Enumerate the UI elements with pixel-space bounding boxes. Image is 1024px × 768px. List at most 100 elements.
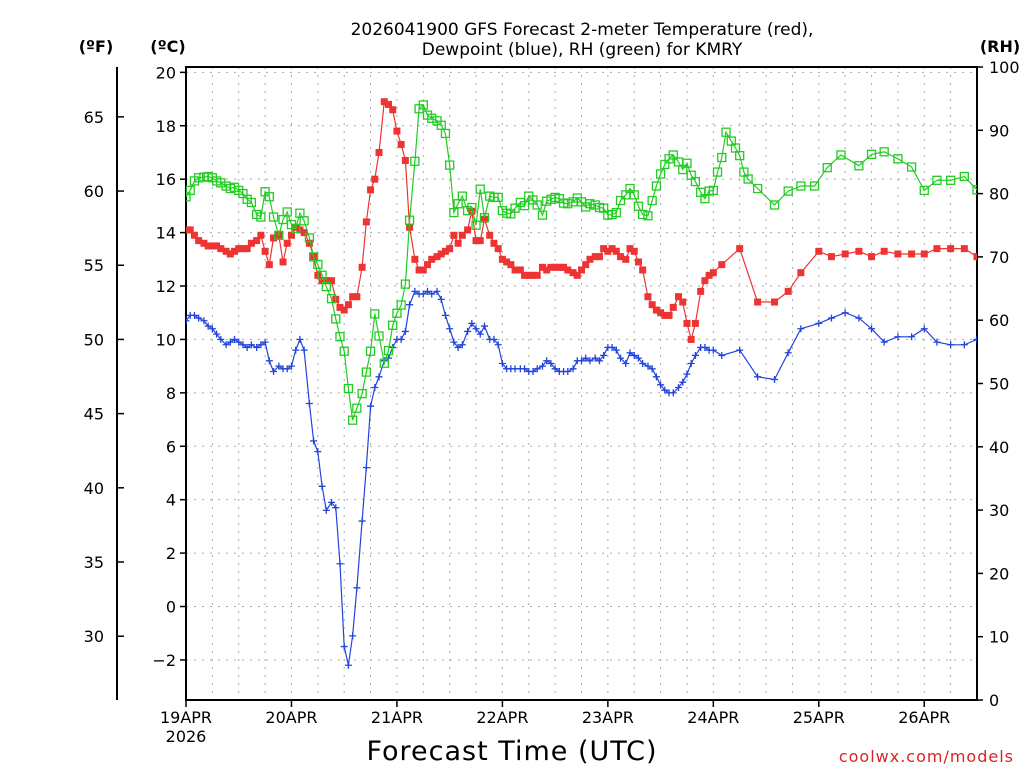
temperature-point [569,269,577,277]
dewpoint-point [344,661,352,669]
rh-point [712,167,723,177]
dewpoint-point [186,317,190,325]
dewpoint-point [310,437,318,445]
dewpoint-point [190,311,198,319]
axes-layer [116,66,978,701]
rh-point [418,100,428,110]
dewpoint-point [771,375,779,383]
rh-tick-label: 0 [989,691,999,710]
temperature-point [582,261,590,269]
dewpoint-point [349,632,357,640]
dewpoint-point [200,317,208,325]
temperature-point [190,231,198,239]
temperature-point [247,239,255,247]
rh-point [304,233,315,243]
temperature-point [270,234,278,242]
chart-title-line2: Dewpoint (blue), RH (green) for KMRY [422,40,743,60]
temperature-point [186,226,194,234]
temperature-point [243,245,251,253]
temperature-point [608,245,616,253]
temperature-point [675,293,683,301]
dewpoint-point [564,367,572,375]
dewpoint-point [235,338,243,346]
credit-link[interactable]: coolwx.com/models [839,747,1014,766]
temperature-point [305,239,313,247]
dewpoint-point [468,319,476,327]
rh-point [510,203,520,213]
dewpoint-point [375,373,383,381]
temperature-point [511,266,519,274]
dewpoint-point [454,343,462,351]
temperature-point [411,255,419,263]
dewpoint-point [428,290,436,298]
rh-point [383,345,394,356]
temperature-point [573,271,581,279]
dewpoint-point [683,370,691,378]
rh-point [647,195,657,206]
temperature-point [300,229,308,237]
dewpoint-point [480,322,488,330]
temperature-point [371,175,379,183]
temperature-point [322,277,330,285]
rh-point [475,184,485,194]
dewpoint-point [754,373,762,381]
rh-point [347,415,358,425]
temperature-point [960,245,968,253]
rh-tick-label: 100 [989,58,1020,77]
temperature-point [340,306,348,314]
temperature-point [626,245,634,253]
temperature-point [683,319,691,327]
dewpoint-point [880,338,888,346]
dewpoint-point [669,389,677,397]
rh-point [445,160,455,170]
rh-point [563,199,573,209]
rh-point [906,162,917,172]
temperature-point [283,239,291,247]
dewpoint-point [441,311,449,319]
fahrenheit-tick-label: 65 [84,108,104,127]
rh-point [879,147,889,157]
dewpoint-point [397,335,405,343]
temperature-point [328,277,336,285]
x-tick-label: 19APR [160,708,212,727]
celsius-tick-label: 18 [156,117,176,136]
rh-point [194,173,204,183]
rh-point [836,150,846,160]
fahrenheit-tick-label: 55 [84,256,104,275]
temperature-point [560,263,568,271]
temperature-point [367,186,375,194]
rh-point [471,220,481,230]
dewpoint-point [217,335,225,343]
rh-point [735,150,745,161]
dewpoint-point [868,325,876,333]
dewpoint-point [608,343,616,351]
temperature-point [279,258,287,266]
temperature-point [543,266,551,274]
temperature-point [591,253,599,261]
rh-point [537,210,548,220]
temperature-point [564,266,572,274]
dewpoint-point [305,400,313,408]
rh-point [479,213,490,223]
dewpoint-point [358,517,366,525]
temperature-point [480,215,488,223]
temperature-point [200,239,208,247]
dewpoint-point [569,365,577,373]
temperature-point [257,231,265,239]
rh-point [186,192,191,202]
temperature-point [908,250,916,258]
temperature-point [380,98,388,106]
celsius-tick-label: 0 [166,598,176,617]
rh-point [299,216,309,226]
temperature-point [265,261,273,269]
series-dewpoint [186,287,977,669]
dewpoint-point [464,327,472,335]
temperature-point [634,258,642,266]
rh-point [404,215,415,225]
dewpoint-point [784,349,792,357]
dewpoint-point [894,333,902,341]
rh-point [651,181,662,191]
rh-tick-label: 40 [989,438,1009,457]
rh-point [335,332,345,342]
temperature-point [204,242,212,250]
